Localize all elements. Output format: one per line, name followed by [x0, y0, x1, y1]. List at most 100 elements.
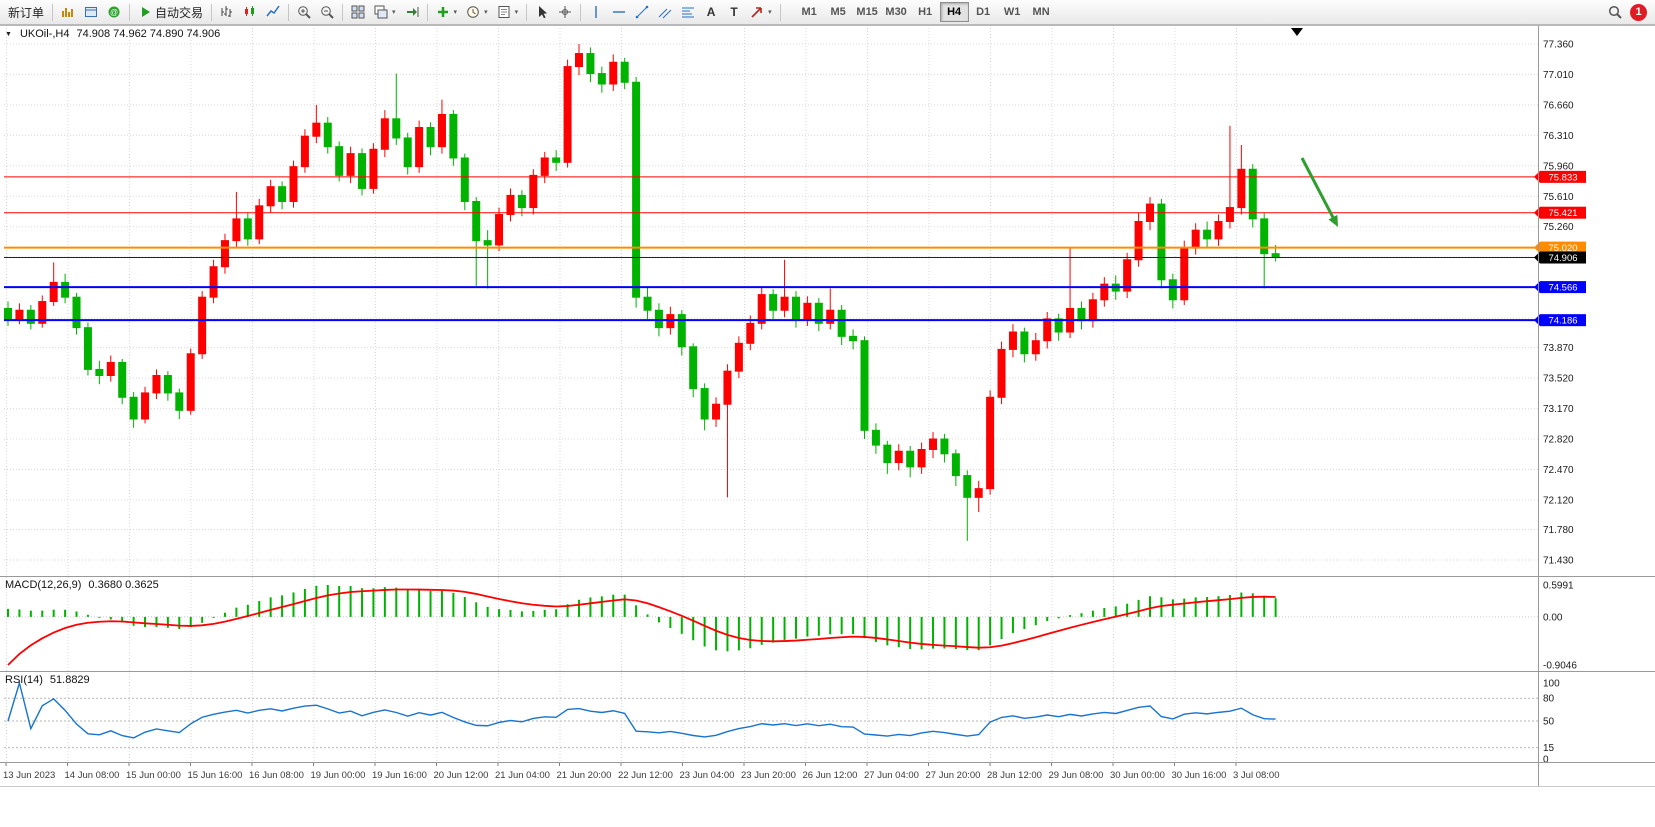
candle-body [1260, 218, 1269, 255]
fibonacci-button[interactable] [677, 2, 699, 23]
candle-body [152, 375, 161, 394]
candle-body [335, 146, 344, 176]
timeframe-h4-button[interactable]: H4 [939, 2, 969, 22]
ohlc-bars-button[interactable] [216, 2, 238, 23]
timeframe-h1-button[interactable]: H1 [911, 2, 940, 22]
candle-body [506, 194, 515, 216]
candle-body [769, 294, 778, 311]
profiles-button[interactable] [80, 2, 102, 23]
dropdown-caret-icon: ▾ [768, 9, 772, 16]
candle-body [72, 296, 81, 329]
time-axis-label: 14 Jun 08:00 [65, 770, 120, 781]
new-order-button[interactable]: 新订单 [4, 2, 48, 23]
candle-body [312, 122, 321, 137]
svg-text:@: @ [110, 8, 118, 17]
auto-shift-button[interactable] [401, 2, 423, 23]
price-chart-canvas[interactable]: 77.360 77.010 76.660 76.310 75.960 75.610 75.2… [0, 25, 1655, 827]
channel-button[interactable] [654, 2, 676, 23]
time-axis-label: 30 Jun 16:00 [1172, 770, 1227, 781]
candle-body [106, 361, 115, 377]
trendline-button[interactable] [631, 2, 653, 23]
toolbar-separator [129, 3, 131, 21]
chart-shift-marker[interactable] [1291, 28, 1303, 36]
price-badge-74.186-text: 74.186 [1548, 316, 1577, 327]
timeframe-m5-button[interactable]: M5 [824, 2, 853, 22]
timeframe-m1-button[interactable]: M1 [795, 2, 824, 22]
candle-body [963, 475, 972, 498]
candle-body [689, 346, 698, 390]
arrange-windows-button[interactable]: ▾ [370, 2, 400, 23]
hlines-layer [4, 176, 1538, 322]
price-axis-label: 77.010 [1543, 70, 1574, 81]
candle-body [1157, 203, 1166, 281]
channel-icon [658, 5, 672, 19]
tile-windows-button[interactable] [347, 2, 369, 23]
play-icon [138, 5, 152, 19]
price-axis-label: 73.170 [1543, 404, 1574, 415]
cursor-button[interactable] [531, 2, 553, 23]
timeframe-group: M1 M5 M15 M30 H1 H4 D1 W1 MN [795, 2, 1056, 22]
auto-trading-button[interactable]: 自动交易 [134, 2, 207, 23]
indicators-button[interactable]: ▾ [432, 2, 462, 23]
vertical-line-button[interactable] [585, 2, 607, 23]
price-axis-label: 75.260 [1543, 222, 1574, 233]
price-axis-label: 73.870 [1543, 343, 1574, 354]
candle-body [437, 113, 446, 148]
candle-body [723, 370, 732, 405]
timeframe-mn-button[interactable]: MN [1027, 2, 1056, 22]
notification-badge[interactable]: 1 [1630, 3, 1647, 21]
line-chart-button[interactable] [262, 2, 284, 23]
community-button[interactable]: @ [103, 2, 125, 23]
time-axis-label: 23 Jun 20:00 [741, 770, 796, 781]
toolbar-separator [288, 3, 290, 21]
candle-body [552, 157, 561, 163]
text-button[interactable]: A [700, 2, 722, 23]
search-button[interactable] [1604, 2, 1626, 23]
candle-body [403, 137, 412, 168]
candle-body [198, 296, 207, 355]
current-price-badge-bg [1540, 251, 1586, 264]
price-badge-75.421-text: 75.421 [1548, 208, 1577, 219]
price-badge-74.566: 74.566 [1534, 281, 1586, 294]
zoom-in-button[interactable] [293, 2, 315, 23]
shapes-button[interactable]: ▾ [746, 2, 776, 23]
trend-arrow-line[interactable] [1300, 157, 1336, 221]
timeframe-d1-button[interactable]: D1 [969, 2, 998, 22]
time-axis-label: 27 Jun 04:00 [864, 770, 919, 781]
toolbar-separator [342, 3, 344, 21]
periods-button[interactable]: ▾ [462, 2, 492, 23]
time-axis-label: 23 Jun 04:00 [680, 770, 735, 781]
bars-icon [220, 5, 234, 19]
timeframe-m30-button[interactable]: M30 [882, 2, 911, 22]
auto-trading-button-label: 自动交易 [155, 5, 204, 20]
candle-body [974, 488, 983, 498]
candle-body [917, 448, 926, 468]
candle-body [1180, 247, 1189, 301]
templates-button[interactable]: ▾ [493, 2, 523, 23]
cursor-icon [535, 5, 549, 19]
new-chart-button[interactable] [57, 2, 79, 23]
candle-body [83, 327, 92, 370]
horizontal-line-button[interactable] [608, 2, 630, 23]
timeframe-m15-button[interactable]: M15 [853, 2, 882, 22]
trend-arrow-annotation[interactable] [1300, 157, 1338, 227]
candlestick-button[interactable] [239, 2, 261, 23]
candle-body [15, 309, 24, 320]
candle-body [1100, 283, 1109, 301]
candle-body [575, 53, 583, 68]
candle-body [392, 118, 401, 139]
trend-arrow-head[interactable] [1328, 214, 1338, 227]
candle-body [540, 157, 549, 176]
line-icon [266, 5, 280, 19]
label-button[interactable]: T [723, 2, 745, 23]
timeframe-w1-button[interactable]: W1 [998, 2, 1027, 22]
zoom-out-button[interactable] [316, 2, 338, 23]
candle-body [871, 429, 880, 446]
candle-body [255, 205, 264, 240]
candle-body [426, 127, 435, 148]
crosshair-button[interactable] [554, 2, 576, 23]
candle-body [209, 266, 218, 298]
indicators-icon [436, 5, 450, 19]
price-badge-75.421: 75.421 [1534, 206, 1586, 219]
price-axis-label: 71.780 [1543, 525, 1574, 536]
